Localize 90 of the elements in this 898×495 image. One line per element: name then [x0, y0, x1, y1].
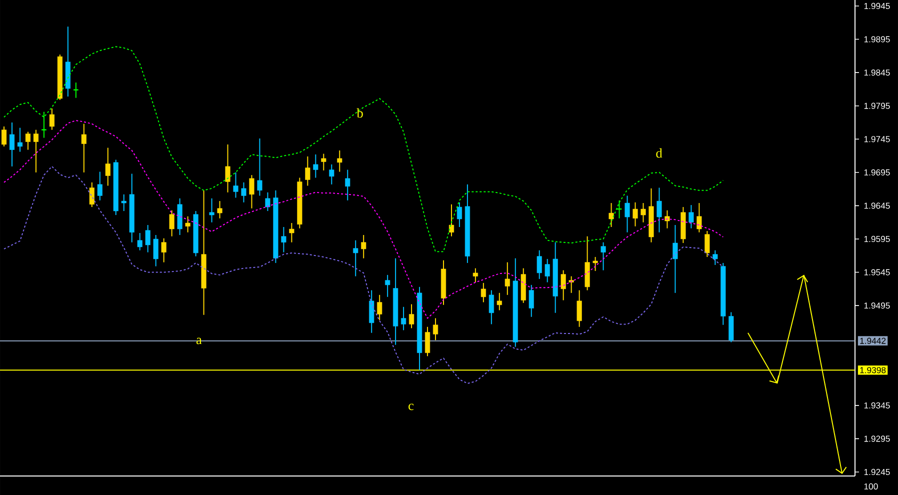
candlestick — [161, 238, 166, 263]
y-tick-label: 1.9845 — [864, 69, 890, 76]
y-tick-label: 1.9495 — [864, 302, 890, 309]
candlestick — [536, 250, 542, 280]
candlestick — [712, 250, 718, 266]
candlestick — [1, 126, 7, 147]
candlestick — [377, 294, 382, 321]
candlestick — [97, 171, 102, 201]
y-tick-label: 1.9795 — [864, 102, 890, 109]
y-tick-label: 1.9945 — [864, 2, 890, 10]
candlestick — [313, 154, 318, 178]
candlestick — [369, 290, 374, 334]
candlestick — [656, 187, 662, 233]
ref-line-label: 1.9398 — [860, 367, 886, 374]
candlestick — [424, 326, 430, 357]
y-tick-label: 1.9645 — [864, 202, 890, 209]
candlestick — [305, 156, 310, 186]
annotation: b — [356, 108, 363, 118]
candlestick — [704, 230, 710, 258]
candlestick — [233, 172, 238, 198]
candlestick — [17, 127, 23, 152]
candlestick — [353, 240, 358, 277]
candlestick — [456, 202, 462, 228]
candlestick — [624, 195, 630, 233]
y-tick-label: 1.9595 — [864, 236, 890, 242]
candlestick — [488, 290, 494, 325]
candlestick — [688, 204, 694, 229]
candlestick — [241, 182, 246, 203]
candlestick — [448, 204, 454, 237]
candlestick — [728, 312, 734, 343]
ref-line-label: 1.9442 — [860, 338, 886, 344]
candlestick — [137, 232, 142, 251]
candlestick — [528, 284, 534, 318]
candlestick — [496, 292, 502, 311]
text: 100 — [864, 483, 878, 490]
candlestick — [385, 274, 390, 298]
candlestick — [9, 122, 15, 167]
candlestick — [25, 131, 31, 150]
y-tick-label: 1.9245 — [864, 468, 890, 476]
candlestick — [560, 270, 566, 301]
candlestick — [105, 147, 110, 186]
candlestick — [249, 174, 254, 209]
candlestick — [408, 304, 414, 329]
candlestick — [145, 224, 150, 253]
candlestick — [265, 192, 270, 212]
candlestick — [600, 242, 606, 271]
candlestick — [185, 216, 190, 233]
y-tick-label: 1.9695 — [864, 169, 890, 176]
annotation: c — [408, 404, 414, 410]
candlestick — [209, 198, 214, 223]
candlestick — [289, 222, 294, 243]
candlestick — [321, 153, 326, 171]
candlestick — [664, 210, 670, 229]
y-tick-label: 1.9895 — [864, 36, 890, 42]
candlestick — [257, 138, 262, 196]
candlestick — [49, 108, 54, 130]
candlestick — [608, 202, 614, 228]
candlestick — [121, 194, 126, 212]
y-tick-label: 1.9345 — [864, 402, 890, 408]
candlestick — [632, 202, 638, 227]
candlestick — [672, 224, 678, 294]
candlestick — [432, 318, 438, 341]
y-tick-label: 1.9745 — [864, 136, 890, 142]
annotation: d — [656, 148, 662, 158]
candlestick — [329, 164, 334, 185]
candlestick — [225, 144, 230, 193]
y-tick-label: 1.9545 — [864, 269, 890, 276]
candlestick — [89, 182, 94, 208]
candlestick — [169, 210, 174, 237]
line-series — [4, 120, 724, 319]
candlestick — [337, 150, 342, 172]
candlestick — [153, 234, 158, 267]
candlestick — [480, 282, 486, 303]
candlestick — [33, 129, 39, 173]
candlestick — [568, 276, 574, 294]
candlestick — [472, 268, 478, 283]
candlestick — [81, 123, 86, 173]
candlestick — [592, 256, 598, 272]
candlestick — [696, 202, 702, 233]
candlestick — [217, 200, 222, 219]
candlestick — [544, 258, 550, 283]
y-tick-label: 1.9295 — [864, 436, 890, 442]
candlestick — [361, 234, 366, 259]
candlestick — [640, 202, 646, 223]
candlestick — [504, 262, 510, 296]
candlestick — [40, 111, 47, 138]
candlestick — [401, 306, 406, 331]
candlestick — [576, 290, 582, 328]
candlestick — [281, 226, 286, 253]
candlestick — [345, 169, 350, 201]
